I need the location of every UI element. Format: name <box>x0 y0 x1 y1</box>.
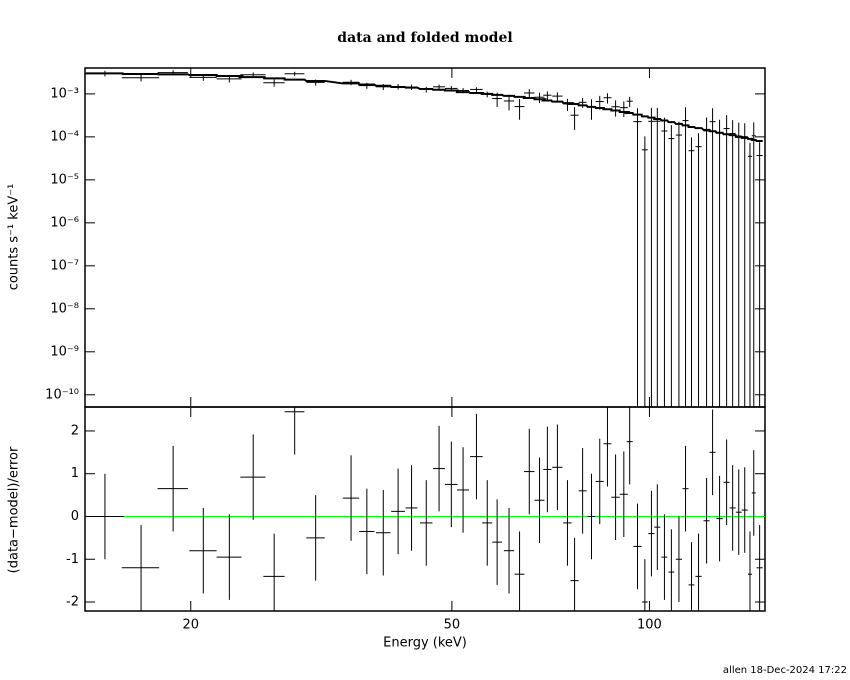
y-tick-label: 0 <box>71 509 79 524</box>
x-tick-label: 50 <box>444 618 461 633</box>
footer: allen 18-Dec-2024 17:22 <box>723 665 847 676</box>
y-tick-label: 10⁻³ <box>50 86 79 101</box>
y-tick-label: -2 <box>66 595 79 610</box>
x-axis-label: Energy (keV) <box>383 636 467 651</box>
y-tick-label: 10⁻¹⁰ <box>45 387 79 402</box>
y-tick-label: 1 <box>71 466 79 481</box>
y-tick-label: 10⁻⁸ <box>50 301 79 316</box>
y-tick-label: 2 <box>71 423 79 438</box>
plot-frame <box>84 67 766 408</box>
model-line <box>85 72 763 143</box>
chart-title: data and folded model <box>337 30 512 46</box>
y-tick-label: 10⁻⁷ <box>50 258 79 273</box>
plot-frame <box>84 406 766 612</box>
y-tick-label: 10⁻⁹ <box>50 344 79 359</box>
x-tick-label: 100 <box>637 618 662 633</box>
y-tick-label: 10⁻⁶ <box>50 215 79 230</box>
y-axis-label: (data−model)/error <box>7 446 22 573</box>
y-tick-label: -1 <box>66 552 79 567</box>
y-tick-label: 10⁻⁴ <box>50 129 79 144</box>
x-tick-label: 20 <box>182 618 199 633</box>
y-axis-label: counts s⁻¹ keV⁻¹ <box>7 184 22 291</box>
y-tick-label: 10⁻⁵ <box>50 172 79 187</box>
